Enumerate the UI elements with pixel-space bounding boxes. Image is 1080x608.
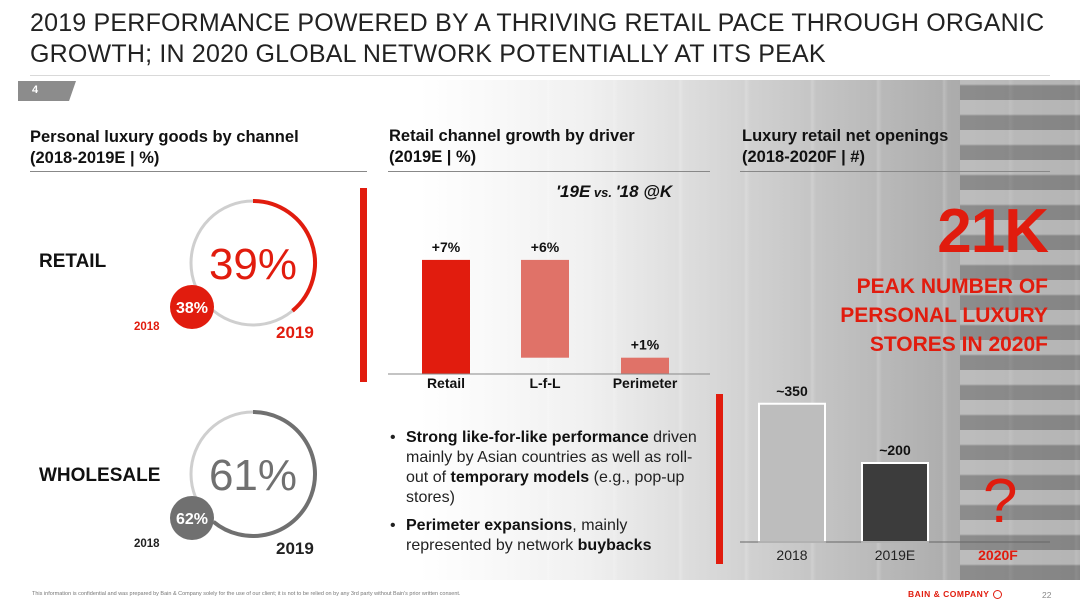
bullet-2: Perimeter expansions, mainly represented… [388,516,708,556]
slide-title: 2019 PERFORMANCE POWERED BY A THRIVING R… [30,9,1045,68]
right-heading: Luxury retail net openings (2018-2020F |… [742,126,948,168]
waterfall-label-0: +7% [432,239,461,255]
retail-row-label: RETAIL [39,251,107,272]
retail-2019-value: 39% [209,240,297,289]
key-takeaways: Strong like-for-like performance driven … [388,428,708,564]
middle-heading-line2: (2019E | %) [389,148,477,166]
peak-caption-line1: PEAK NUMBER OF [856,275,1048,298]
middle-heading-line1: Retail channel growth by driver [389,127,635,145]
retail-2018-bubble [170,285,214,329]
peak-caption-line3: STORES IN 2020F [869,333,1048,356]
retail-2018-value: 38% [176,300,208,317]
bullet-2-bold-a: Perimeter expansions [406,517,573,534]
wholesale-2018-bubble [170,496,214,540]
waterfall-bar-perimeter [621,357,669,374]
openings-bar-2019e [861,462,929,543]
title-divider [30,75,1050,76]
openings-label-0: ~350 [776,383,808,399]
confidentiality-note: This information is confidential and was… [32,591,461,597]
waterfall-bar-retail [422,259,470,374]
unknown-2020f-mark: ? [983,467,1018,536]
middle-heading: Retail channel growth by driver (2019E |… [389,126,635,168]
wholesale-2019-arc [212,410,317,538]
page-number: 22 [1042,590,1052,600]
retail-2019-arc [252,199,317,313]
bain-logo-text: BAIN & COMPANY [908,589,990,599]
wholesale-2018-value: 62% [176,511,208,528]
bain-logo: BAIN & COMPANY [908,589,1003,599]
subtitle-tail: '18 @K [615,182,673,201]
retail-donut-chart: 39% 38% [170,199,317,329]
openings-label-1: ~200 [879,442,911,458]
bain-logo-mark-icon [993,590,1003,599]
peak-caption: PEAK NUMBER OF PERSONAL LUXURY STORES IN… [748,272,1048,359]
bullet-1-bold-a: Strong like-for-like performance [406,429,649,446]
right-heading-line1: Luxury retail net openings [742,127,949,145]
wholesale-2019-value: 61% [209,451,297,500]
waterfall-category-0: Retail [427,375,465,391]
bullet-1-text-a: driven mainly by Asian countries as well… [406,429,697,486]
net-openings-bar-chart: ~350 2018 ~200 2019E 2020F [740,383,1050,563]
right-heading-rule [740,171,1050,172]
wholesale-year-2019: 2019 [276,539,314,558]
openings-category-0: 2018 [776,547,807,563]
section-tab: 4 [18,81,76,101]
left-heading: Personal luxury goods by channel (2018-2… [30,127,299,169]
waterfall-label-2: +1% [631,337,660,353]
bullet-1-text-b: (e.g., pop-up stores) [406,469,685,506]
middle-heading-rule [388,171,710,172]
bullet-1: Strong like-for-like performance driven … [388,428,708,508]
openings-bar-2018 [758,402,826,543]
wholesale-row-label: WHOLESALE [39,465,161,486]
left-heading-line2: (2018-2019E | %) [30,149,160,167]
section-tab-number: 4 [32,84,39,96]
left-heading-rule [30,171,367,172]
waterfall-label-1: +6% [531,239,560,255]
waterfall-category-1: L-f-L [529,375,561,391]
left-heading-line1: Personal luxury goods by channel [30,128,299,146]
openings-category-2: 2020F [978,547,1018,563]
bullet-2-bold-b: buybacks [577,537,652,554]
bullet-2-text-a: , mainly represented by network [406,517,628,554]
peak-caption-line2: PERSONAL LUXURY [840,304,1048,327]
retail-year-2018: 2018 [134,321,160,333]
subtitle-main: '19E [556,182,591,201]
waterfall-category-2: Perimeter [613,375,678,391]
right-accent-bar [716,394,723,564]
wholesale-donut-chart: 61% 62% [170,410,317,540]
subtitle-vs: vs. [590,185,616,200]
right-heading-line2: (2018-2020F | #) [742,148,865,166]
wholesale-year-2018: 2018 [134,538,160,550]
peak-store-count: 21K [937,197,1049,266]
openings-category-1: 2019E [875,547,915,563]
retail-growth-waterfall-chart: +7% Retail +6% L-f-L +1% Perimeter [388,239,710,391]
waterfall-subtitle: '19E vs. '18 @K [556,182,672,202]
middle-accent-bar [360,188,367,382]
waterfall-bar-lfl [521,259,569,358]
bullet-1-bold-b: temporary models [450,469,590,486]
retail-year-2019: 2019 [276,323,314,342]
